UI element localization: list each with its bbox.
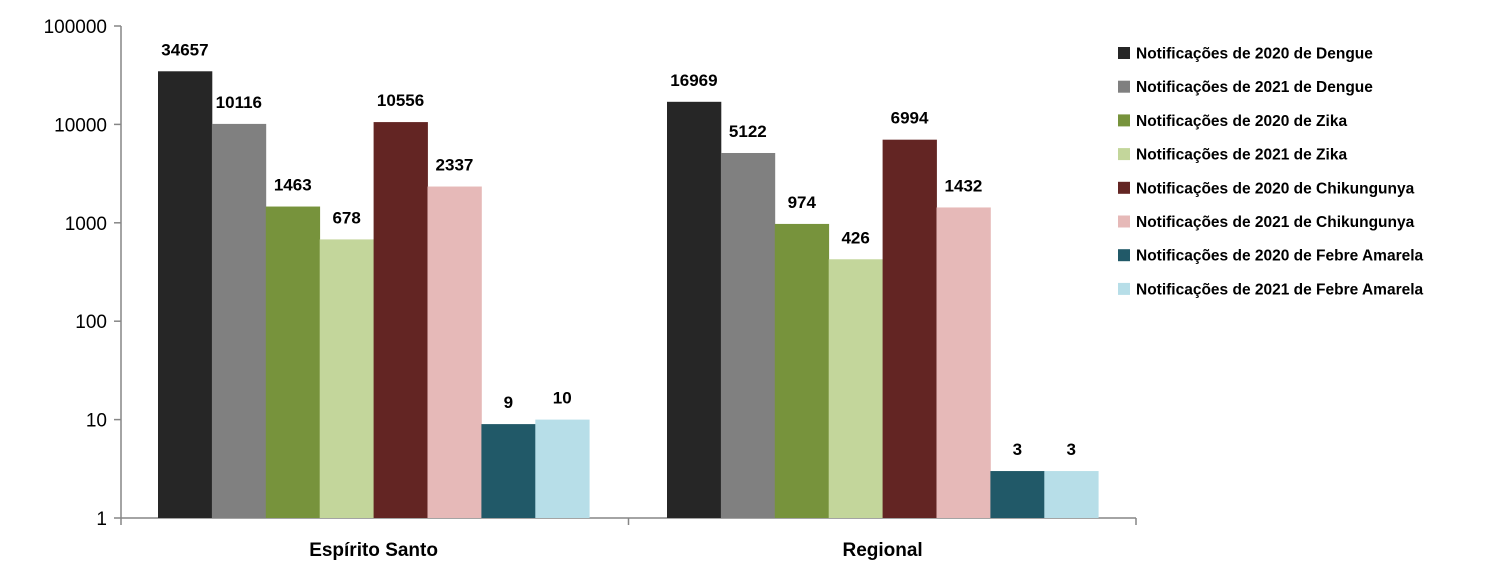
y-tick-label: 1000 [65, 214, 107, 235]
data-label: 2337 [436, 156, 474, 175]
data-label: 3 [1067, 440, 1076, 459]
legend-swatch [1118, 282, 1130, 295]
data-label: 3 [1013, 440, 1022, 459]
bar [319, 239, 374, 519]
data-label: 10 [553, 389, 572, 408]
data-label: 5122 [729, 122, 767, 141]
y-tick-label: 100000 [44, 17, 107, 38]
legend-swatch [1118, 80, 1130, 93]
bar [211, 123, 267, 518]
bar [427, 186, 482, 518]
data-label: 9 [504, 393, 513, 412]
legend-label: Notificações de 2021 de Dengue [1136, 79, 1373, 96]
bar [990, 471, 1045, 518]
legend-swatch [1118, 114, 1130, 127]
y-tick-label: 1 [96, 509, 107, 530]
legend-swatch [1118, 181, 1130, 194]
data-label: 6994 [891, 109, 929, 128]
data-label: 426 [841, 228, 869, 247]
bar [774, 223, 830, 519]
bars: 34657 16969 10116 5122 1463 974 678 426 10556 699… [158, 40, 1099, 519]
data-label: 1432 [945, 176, 983, 195]
bar [828, 259, 883, 518]
data-label: 678 [332, 208, 360, 227]
legend-label: Notificações de 2020 de Dengue [1136, 46, 1373, 63]
bar [882, 139, 937, 518]
legend-swatch [1118, 249, 1130, 262]
data-label: 10556 [377, 91, 424, 110]
legend-label: Notificações de 2021 de Chikungunya [1136, 214, 1415, 231]
data-label: 10116 [216, 93, 262, 112]
bar [667, 101, 722, 519]
data-label: 974 [788, 193, 817, 212]
bar [1044, 471, 1099, 518]
data-label: 34657 [161, 40, 208, 59]
data-label: 1463 [274, 176, 312, 195]
bar [373, 122, 428, 519]
bar [720, 152, 776, 518]
axes: 1 10 100 1000 10000 100000 Espírito Santo Regio… [44, 17, 1137, 561]
legend-swatch [1118, 47, 1130, 59]
category-label: Regional [842, 540, 922, 561]
legend-label: Notificações de 2021 de Febre Amarela [1136, 281, 1424, 298]
bar [535, 419, 590, 518]
legend-label: Notificações de 2020 de Chikungunya [1136, 180, 1415, 197]
y-tick-label: 10000 [54, 115, 107, 136]
bar [158, 71, 213, 518]
legend-label: Notificações de 2020 de Febre Amarela [1136, 248, 1424, 265]
y-tick-label: 100 [75, 312, 107, 333]
legend-label: Notificações de 2020 de Zika [1136, 113, 1347, 130]
bar [265, 206, 321, 518]
legend-swatch [1118, 215, 1130, 228]
y-tick-label: 10 [86, 411, 107, 432]
legend-label: Notificações de 2021 de Zika [1136, 147, 1347, 164]
legend: Notificações de 2020 de Dengue Notificaçõ… [1118, 46, 1424, 298]
bar [936, 207, 991, 518]
legend-swatch [1118, 148, 1130, 161]
category-label: Espírito Santo [309, 540, 438, 561]
data-label: 16969 [670, 71, 717, 90]
bar [481, 424, 536, 518]
